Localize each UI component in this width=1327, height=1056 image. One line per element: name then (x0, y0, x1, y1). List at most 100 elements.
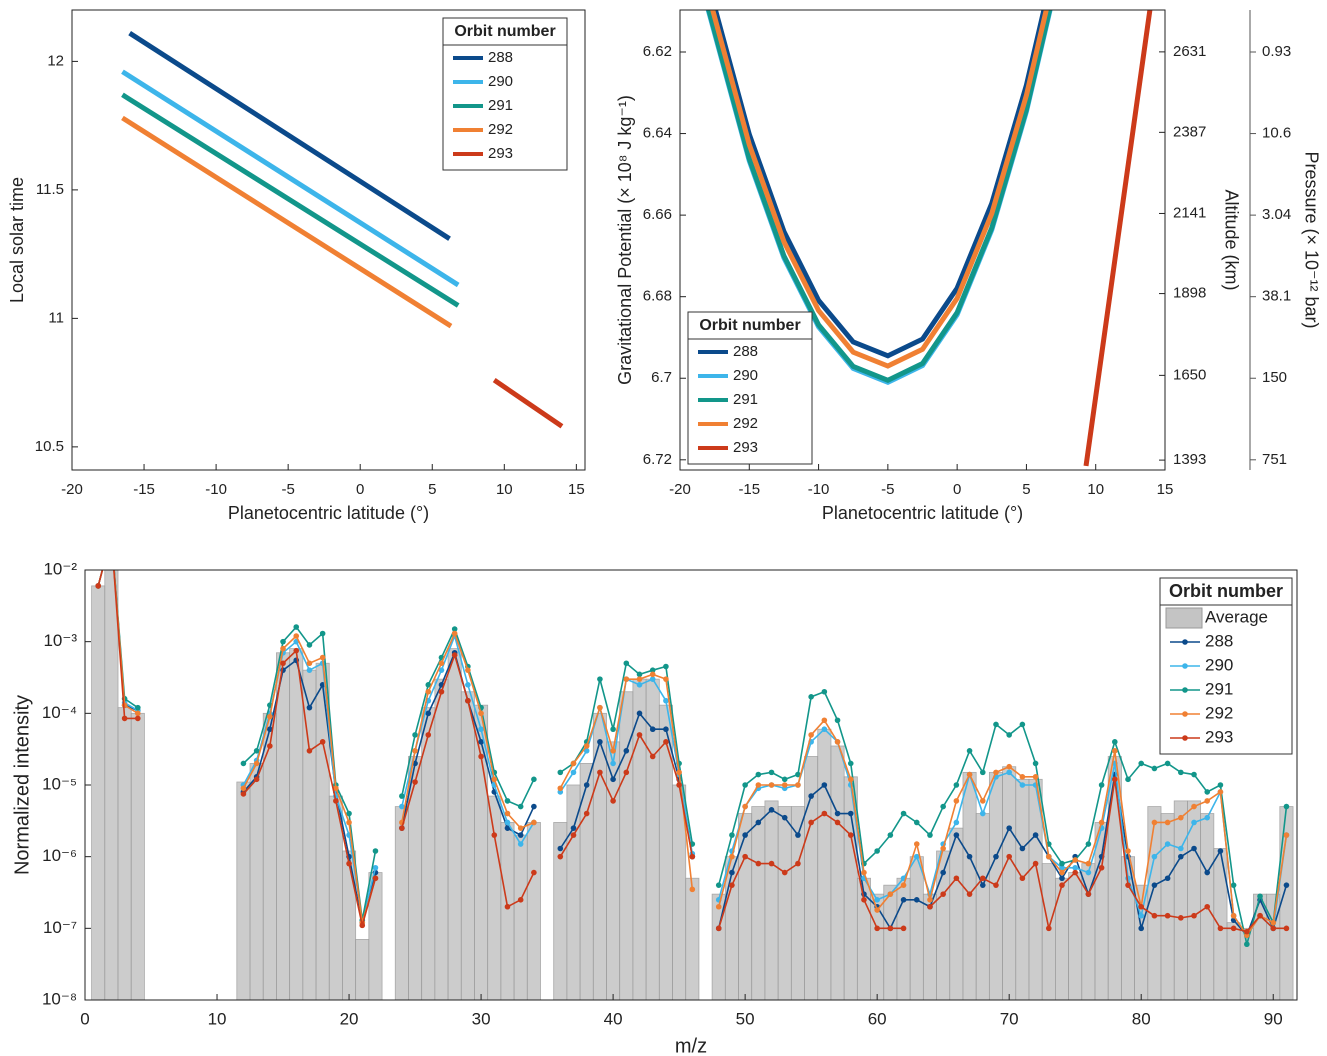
point (425, 710, 432, 717)
x-tick-label: 15 (568, 481, 585, 498)
point (808, 793, 814, 799)
point (940, 803, 946, 810)
point (1006, 853, 1012, 860)
bar (1015, 778, 1030, 1000)
point (1270, 925, 1277, 932)
point (663, 739, 669, 745)
point (1006, 825, 1012, 831)
point (1217, 789, 1224, 795)
bar (526, 822, 541, 1000)
x-tick-label: 40 (604, 1009, 623, 1028)
legend-title: Orbit number (454, 23, 555, 40)
point (1085, 891, 1092, 897)
point (1164, 841, 1171, 847)
point (1112, 776, 1118, 783)
x-tick-label: 80 (1132, 1009, 1151, 1028)
point (913, 853, 920, 860)
point (821, 717, 828, 724)
point (1072, 864, 1078, 871)
point (293, 647, 300, 654)
legend-label: Average (1205, 607, 1268, 626)
point (306, 748, 313, 754)
point (808, 694, 814, 700)
point (1045, 853, 1052, 860)
x-tick-label: 0 (953, 481, 961, 498)
point (676, 769, 682, 776)
point (636, 682, 643, 688)
point (1085, 841, 1092, 847)
point (1072, 857, 1078, 863)
point (1164, 875, 1171, 882)
point (1059, 864, 1065, 871)
point (1112, 739, 1118, 745)
series-line (710, 10, 1049, 369)
point (109, 533, 115, 539)
point (755, 860, 762, 867)
point (1125, 776, 1131, 783)
point (570, 760, 577, 767)
point (715, 882, 722, 888)
point (874, 925, 880, 932)
x-tick-label: -20 (61, 481, 83, 498)
legend-marker (1182, 663, 1188, 669)
point (1178, 845, 1184, 852)
y3-axis-label: Pressure (× 10⁻¹² bar) (1301, 151, 1321, 328)
x-tick-label: -20 (669, 481, 691, 498)
point (372, 875, 379, 882)
point (597, 676, 603, 682)
point (1191, 912, 1197, 919)
point (887, 891, 894, 897)
point (689, 853, 696, 860)
point (900, 897, 907, 903)
series-line (706, 10, 1053, 384)
plot-area (91, 533, 1294, 1000)
point (372, 864, 379, 871)
point (847, 776, 854, 783)
point (1191, 819, 1197, 826)
point (1204, 789, 1211, 795)
bar (91, 585, 106, 1000)
y-axis-label: Normalized intensity (11, 695, 33, 875)
point (966, 853, 973, 860)
point (663, 726, 669, 733)
y-tick-label: 11 (48, 309, 64, 326)
point (583, 810, 590, 817)
y-tick-label: 11.5 (36, 181, 64, 198)
legend-label: 293 (733, 439, 758, 456)
point (1112, 748, 1118, 754)
point (570, 769, 577, 776)
x-tick-label: 10 (208, 1009, 227, 1028)
y2-tick-label: 1650 (1173, 366, 1206, 383)
point (781, 814, 788, 821)
point (280, 660, 286, 667)
series-line (128, 31, 451, 241)
point (319, 654, 326, 661)
bar (460, 691, 475, 1000)
y-tick-label: 10⁻² (43, 559, 77, 578)
point (649, 753, 656, 760)
series-line (712, 10, 1047, 359)
point (504, 819, 511, 826)
plot-area (121, 31, 564, 429)
legend-title: Orbit number (1169, 581, 1283, 601)
point (715, 903, 722, 910)
point (1085, 860, 1092, 867)
point (1204, 903, 1211, 910)
point (689, 886, 696, 893)
x-tick-label: 10 (496, 481, 513, 498)
legend-label: 292 (488, 121, 513, 138)
x-tick-label: 10 (1087, 481, 1104, 498)
point (1006, 769, 1012, 776)
legend-label: 292 (1205, 703, 1233, 722)
legend-marker (1182, 735, 1188, 741)
point (729, 832, 735, 838)
bar (500, 822, 515, 1000)
point (966, 891, 973, 897)
point (517, 825, 524, 831)
bar (249, 763, 264, 1000)
point (465, 682, 471, 688)
point (1019, 845, 1026, 852)
point (834, 810, 841, 817)
point (267, 743, 273, 749)
bar (117, 707, 132, 1000)
